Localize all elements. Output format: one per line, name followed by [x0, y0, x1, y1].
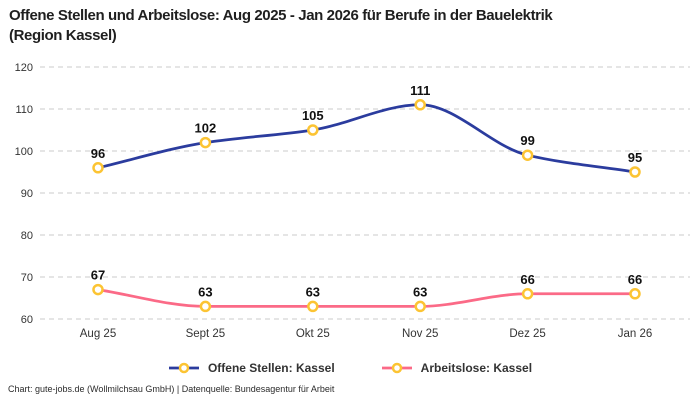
data-point-marker[interactable]: [414, 99, 426, 111]
y-axis-tick-label: 60: [21, 314, 33, 326]
y-axis-tick-label: 70: [21, 272, 33, 284]
data-point-marker[interactable]: [199, 300, 212, 313]
chart-legend: Offene Stellen: Kassel Arbeitslose: Kass…: [0, 361, 700, 375]
x-axis-tick-label: Aug 25: [80, 328, 116, 340]
data-point-label: 102: [195, 121, 217, 136]
data-point-marker[interactable]: [414, 300, 426, 313]
gridlines: 120 110 100 90 80 70 60: [15, 62, 690, 326]
data-point-label: 99: [520, 133, 534, 148]
line-chart-plot-area: 120 110 100 90 80 70 60 Aug 25 Sept 25 Okt 25 Nov …: [15, 62, 690, 340]
x-axis-tick-label: Nov 25: [402, 328, 438, 340]
data-point-label: 95: [628, 150, 642, 165]
x-axis-tick-label: Okt 25: [296, 328, 330, 340]
legend-item-arbeitslose[interactable]: Arbeitslose: Kassel: [381, 361, 532, 375]
data-point-marker[interactable]: [307, 300, 319, 313]
data-point-label: 63: [413, 284, 427, 299]
data-point-label: 66: [520, 272, 534, 287]
data-point-marker[interactable]: [521, 149, 534, 161]
data-point-label: 63: [198, 284, 212, 299]
data-point-marker[interactable]: [521, 288, 534, 300]
legend-item-offene-stellen[interactable]: Offene Stellen: Kassel: [168, 361, 335, 375]
series-line: [96, 288, 637, 308]
data-point-marker[interactable]: [199, 136, 212, 149]
chart-title-line2: (Region Kassel): [9, 27, 117, 44]
data-point-label: 111: [410, 83, 430, 98]
data-point-label: 67: [91, 268, 105, 283]
legend-swatch-line-icon: [168, 362, 199, 374]
data-point-label: 96: [91, 146, 105, 161]
y-axis-tick-label: 80: [21, 230, 33, 242]
data-point-label: 63: [306, 284, 320, 299]
data-point-marker[interactable]: [92, 283, 104, 296]
series-arbeitslose: 67 63 63 63 66 66: [91, 268, 642, 313]
legend-label: Arbeitslose: Kassel: [420, 361, 533, 375]
data-point-marker[interactable]: [629, 288, 641, 300]
data-point-label: 105: [302, 108, 324, 123]
data-point-marker[interactable]: [307, 124, 319, 136]
chart-source-note: Chart: gute-jobs.de (Wollmilchsau GmbH) …: [8, 384, 335, 394]
x-axis-tick-label: Jan 26: [618, 328, 653, 340]
y-axis-tick-label: 110: [15, 104, 33, 116]
y-axis-tick-label: 100: [15, 146, 33, 158]
legend-swatch-line-icon: [381, 362, 412, 374]
data-point-marker[interactable]: [92, 162, 104, 174]
legend-label: Offene Stellen: Kassel: [207, 361, 335, 375]
chart-title-line1: Offene Stellen und Arbeitslose: Aug 2025…: [9, 7, 553, 24]
series-line: [96, 103, 637, 174]
x-axis-tick-label: Dez 25: [509, 328, 545, 340]
data-point-marker[interactable]: [629, 166, 641, 178]
chart-title: Offene Stellen und Arbeitslose: Aug 2025…: [9, 6, 553, 46]
x-axis-tick-label: Sept 25: [186, 328, 226, 340]
y-axis-tick-label: 90: [21, 188, 33, 200]
y-axis-tick-label: 120: [15, 62, 33, 74]
data-point-label: 66: [628, 272, 642, 287]
x-axis-labels: Aug 25 Sept 25 Okt 25 Nov 25 Dez 25 Jan 26: [80, 328, 652, 340]
series-offene-stellen: 96 102 105 111 99 95: [91, 83, 642, 178]
